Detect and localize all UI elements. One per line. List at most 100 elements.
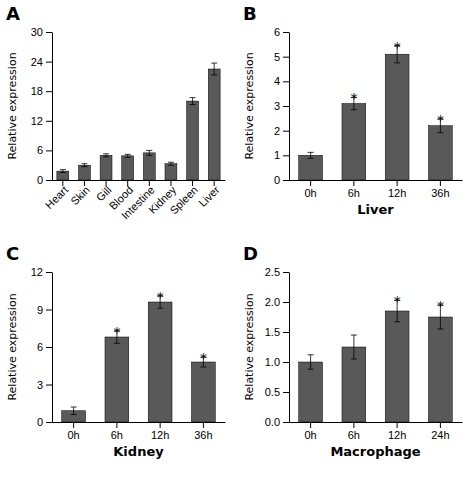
y-tick: 0 xyxy=(274,174,289,186)
y-axis-title: Relative expression xyxy=(243,293,256,400)
error-bar-cap xyxy=(200,367,206,368)
bar xyxy=(78,165,90,180)
y-tick-mark xyxy=(283,57,289,58)
error-bar-cap xyxy=(211,63,217,64)
bar xyxy=(148,302,172,422)
error-bar-cap xyxy=(146,150,152,151)
y-tick-mark xyxy=(283,81,289,82)
panel-label: C xyxy=(6,243,19,264)
y-tick: 18 xyxy=(31,85,52,97)
y-tick-mark xyxy=(283,272,289,273)
error-bar-stem xyxy=(170,162,171,165)
y-tick: 1 xyxy=(274,149,289,161)
y-tick-label: 2.5 xyxy=(265,266,280,278)
panel-label: A xyxy=(6,3,20,24)
x-tick-label: 0h xyxy=(305,187,317,199)
y-tick: 5 xyxy=(274,51,289,63)
error-bar-cap xyxy=(308,369,314,370)
error-bar-cap xyxy=(394,62,400,63)
x-tick-label: Heart xyxy=(43,184,71,212)
y-tick-label: 2.0 xyxy=(265,296,280,308)
bar xyxy=(428,317,452,422)
y-tick-label: 2 xyxy=(274,125,280,137)
plot-area xyxy=(57,63,220,180)
error-bar-cap xyxy=(211,74,217,75)
error-bar-cap xyxy=(308,152,314,153)
axis-line xyxy=(53,422,226,423)
y-tick-mark xyxy=(283,362,289,363)
y-tick-mark xyxy=(283,392,289,393)
x-axis-title: Liver xyxy=(357,202,394,217)
y-tick: 0 xyxy=(37,174,52,186)
x-tick-mark xyxy=(160,422,161,428)
x-tick: Spleen xyxy=(167,180,200,216)
significance-star: * xyxy=(157,289,164,305)
bar xyxy=(165,164,177,180)
y-tick-mark xyxy=(46,385,52,386)
error-bar-stem xyxy=(127,154,128,157)
y-tick-label: 0.0 xyxy=(265,416,280,428)
y-axis: 0.00.51.01.52.02.5 xyxy=(265,266,290,428)
y-tick: 1.0 xyxy=(265,356,289,368)
y-tick-label: 9 xyxy=(37,304,43,316)
y-tick: 2 xyxy=(274,125,289,137)
y-tick: 0 xyxy=(37,416,52,428)
error-bar-cap xyxy=(71,407,77,408)
error-bar-cap xyxy=(81,163,87,164)
y-tick-mark xyxy=(46,150,52,151)
error-bar-cap xyxy=(351,359,357,360)
y-tick: 6 xyxy=(37,341,52,353)
y-tick-label: 0 xyxy=(274,174,280,186)
error-bar xyxy=(168,162,174,165)
y-axis-title: Relative expression xyxy=(6,293,19,400)
y-tick: 9 xyxy=(37,304,52,316)
y-axis: 036912 xyxy=(31,266,53,428)
y-tick-label: 1.0 xyxy=(265,356,280,368)
plot-area xyxy=(62,296,216,422)
error-bar-stem xyxy=(310,355,311,369)
error-bar-cap xyxy=(308,158,314,159)
error-bar-cap xyxy=(308,354,314,355)
x-tick-mark xyxy=(397,180,398,186)
error-bar-cap xyxy=(60,169,66,170)
error-bar-cap xyxy=(394,321,400,322)
x-axis-title: Kidney xyxy=(113,444,164,459)
y-tick-label: 6 xyxy=(37,144,43,156)
bar xyxy=(428,126,452,180)
x-tick: Intestine xyxy=(119,180,157,222)
bar xyxy=(105,337,129,422)
x-tick: 6h xyxy=(348,180,360,199)
error-bar xyxy=(190,98,196,105)
bar xyxy=(122,156,134,180)
error-bar-cap xyxy=(60,172,66,173)
x-tick-mark xyxy=(203,422,204,428)
y-tick: 0.5 xyxy=(265,386,289,398)
y-tick-mark xyxy=(46,62,52,63)
x-tick: 0h xyxy=(305,422,317,441)
y-tick-label: 6 xyxy=(274,26,280,38)
bar xyxy=(191,362,215,422)
y-tick: 6 xyxy=(274,26,289,38)
error-bar-stem xyxy=(192,98,193,105)
x-tick-label: Spleen xyxy=(167,184,200,217)
error-bar-cap xyxy=(190,104,196,105)
x-axis: 0h6h12h24h xyxy=(290,422,463,441)
error-bar-cap xyxy=(351,335,357,336)
y-tick: 24 xyxy=(31,56,52,68)
panel: 0.00.51.01.52.02.50h6h12h24hRelative exp… xyxy=(243,243,463,459)
y-tick-mark xyxy=(283,131,289,132)
error-bar-stem xyxy=(353,335,354,359)
x-tick: 36h xyxy=(194,422,212,441)
error-bar-cap xyxy=(168,165,174,166)
bar xyxy=(385,311,409,422)
error-bar xyxy=(71,407,77,415)
y-tick-label: 5 xyxy=(274,51,280,63)
error-bar-cap xyxy=(351,109,357,110)
axis-line xyxy=(289,273,290,423)
y-tick-mark xyxy=(46,32,52,33)
y-tick-label: 3 xyxy=(37,379,43,391)
y-tick: 30 xyxy=(31,26,52,38)
x-tick: 24h xyxy=(431,422,449,441)
y-tick-mark xyxy=(46,272,52,273)
figure: 0612182430HeartSkinGillBloodIntestineKid… xyxy=(0,0,474,487)
